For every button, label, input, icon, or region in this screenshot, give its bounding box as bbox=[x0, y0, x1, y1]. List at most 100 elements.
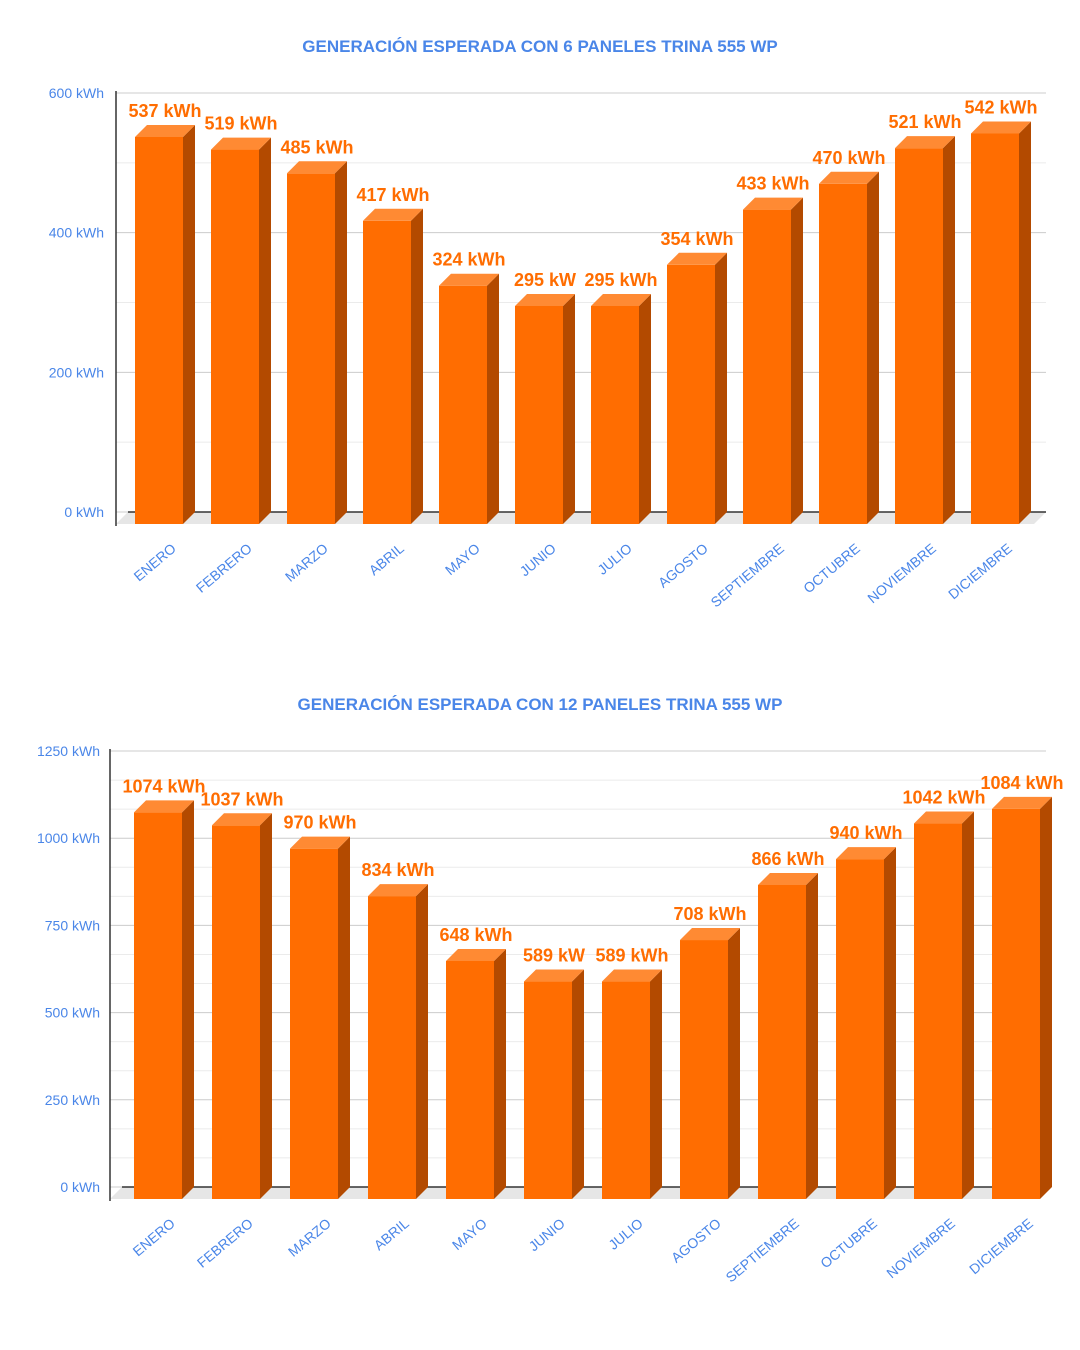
data-label: 1074 kWh bbox=[122, 776, 205, 796]
category-label: SEPTIEMBRE bbox=[723, 1215, 802, 1285]
bar-side bbox=[182, 800, 194, 1199]
data-label: 521 kWh bbox=[888, 112, 961, 132]
bar-side bbox=[338, 836, 350, 1199]
bar-top bbox=[287, 161, 347, 174]
bar bbox=[971, 121, 1031, 525]
bar-front bbox=[368, 896, 416, 1199]
bar-front bbox=[290, 848, 338, 1199]
bar-side bbox=[1019, 121, 1031, 525]
bar-top bbox=[758, 872, 818, 885]
bar bbox=[363, 208, 423, 525]
data-label: 433 kWh bbox=[736, 174, 809, 194]
bar bbox=[134, 800, 194, 1199]
data-label: 354 kWh bbox=[660, 229, 733, 249]
data-label: 542 kWh bbox=[964, 98, 1037, 118]
category-label: JUNIO bbox=[516, 540, 559, 579]
y-tick-label: 400 kWh bbox=[49, 225, 104, 241]
bar-side bbox=[867, 171, 879, 525]
data-label: 485 kWh bbox=[280, 137, 353, 157]
bar-front bbox=[819, 183, 867, 525]
bar-side bbox=[260, 813, 272, 1199]
chart-12-panels: GENERACIÓN ESPERADA CON 12 PANELES TRINA… bbox=[0, 660, 1080, 1350]
bar bbox=[680, 928, 740, 1199]
data-label: 1084 kWh bbox=[980, 773, 1063, 793]
chart-6-panels: GENERACIÓN ESPERADA CON 6 PANELES TRINA … bbox=[0, 0, 1080, 660]
bar bbox=[895, 136, 955, 524]
bar-side bbox=[1040, 796, 1052, 1199]
category-label: FEBRERO bbox=[193, 540, 255, 596]
bar-top bbox=[836, 847, 896, 860]
bar-top bbox=[135, 124, 195, 137]
chart-title: GENERACIÓN ESPERADA CON 6 PANELES TRINA … bbox=[302, 37, 777, 56]
category-label: ENERO bbox=[129, 1215, 178, 1259]
data-label: 295 kWh bbox=[584, 270, 657, 290]
category-label: MARZO bbox=[282, 540, 331, 585]
bar bbox=[836, 847, 896, 1199]
data-label: 1037 kWh bbox=[200, 789, 283, 809]
data-label: 1042 kWh bbox=[902, 788, 985, 808]
data-label: 708 kWh bbox=[673, 904, 746, 924]
bar-side bbox=[639, 293, 651, 524]
bar-top bbox=[290, 836, 350, 849]
bar-front bbox=[914, 823, 962, 1199]
bar-top bbox=[439, 273, 499, 286]
category-label: ENERO bbox=[130, 540, 179, 584]
category-label: NOVIEMBRE bbox=[883, 1215, 958, 1281]
bar-top bbox=[515, 293, 575, 306]
category-label: AGOSTO bbox=[668, 1215, 724, 1266]
data-label: 417 kWh bbox=[356, 185, 429, 205]
chart-floor bbox=[116, 512, 1046, 524]
chart-12-panels-svg: GENERACIÓN ESPERADA CON 12 PANELES TRINA… bbox=[37, 695, 1064, 1285]
bar bbox=[992, 796, 1052, 1199]
data-label: 648 kWh bbox=[439, 925, 512, 945]
data-label: 519 kWh bbox=[204, 114, 277, 134]
bar-front bbox=[135, 136, 183, 524]
bar-top bbox=[895, 136, 955, 149]
bar-front bbox=[591, 305, 639, 524]
bar-side bbox=[791, 197, 803, 524]
bar bbox=[914, 811, 974, 1199]
bar-top bbox=[819, 171, 879, 184]
bar-side bbox=[806, 872, 818, 1199]
bar bbox=[819, 171, 879, 525]
y-tick-label: 200 kWh bbox=[49, 364, 104, 380]
bar bbox=[290, 836, 350, 1199]
data-label: 970 kWh bbox=[283, 813, 356, 833]
bar-top bbox=[667, 252, 727, 265]
category-label: MAYO bbox=[449, 1215, 490, 1253]
bar-front bbox=[515, 305, 563, 524]
bar-side bbox=[943, 136, 955, 524]
bar-front bbox=[287, 173, 335, 524]
bar-side bbox=[962, 811, 974, 1199]
data-label: 589 kW bbox=[523, 946, 585, 966]
category-label: NOVIEMBRE bbox=[864, 540, 939, 606]
bar bbox=[368, 884, 428, 1199]
bar bbox=[287, 161, 347, 524]
bar-side bbox=[411, 208, 423, 525]
bar-side bbox=[259, 137, 271, 524]
y-tick-label: 0 kWh bbox=[64, 504, 104, 520]
y-tick-label: 1000 kWh bbox=[37, 830, 100, 846]
category-label: FEBRERO bbox=[194, 1215, 256, 1271]
bar-top bbox=[134, 800, 194, 813]
bar-top bbox=[212, 813, 272, 826]
bar-side bbox=[487, 273, 499, 524]
bar-top bbox=[602, 969, 662, 982]
data-label: 589 kWh bbox=[595, 946, 668, 966]
bar-front bbox=[758, 884, 806, 1199]
bar-top bbox=[446, 948, 506, 961]
bar-side bbox=[715, 252, 727, 525]
bar bbox=[446, 948, 506, 1199]
bar-front bbox=[680, 940, 728, 1199]
bar-side bbox=[572, 969, 584, 1199]
y-tick-label: 250 kWh bbox=[45, 1092, 100, 1108]
bar-top bbox=[211, 137, 271, 150]
bars bbox=[134, 796, 1052, 1199]
bar-front bbox=[895, 148, 943, 524]
data-label: 537 kWh bbox=[128, 101, 201, 121]
bar-front bbox=[439, 285, 487, 524]
y-tick-label: 500 kWh bbox=[45, 1005, 100, 1021]
data-label: 470 kWh bbox=[812, 148, 885, 168]
bar-side bbox=[494, 948, 506, 1199]
